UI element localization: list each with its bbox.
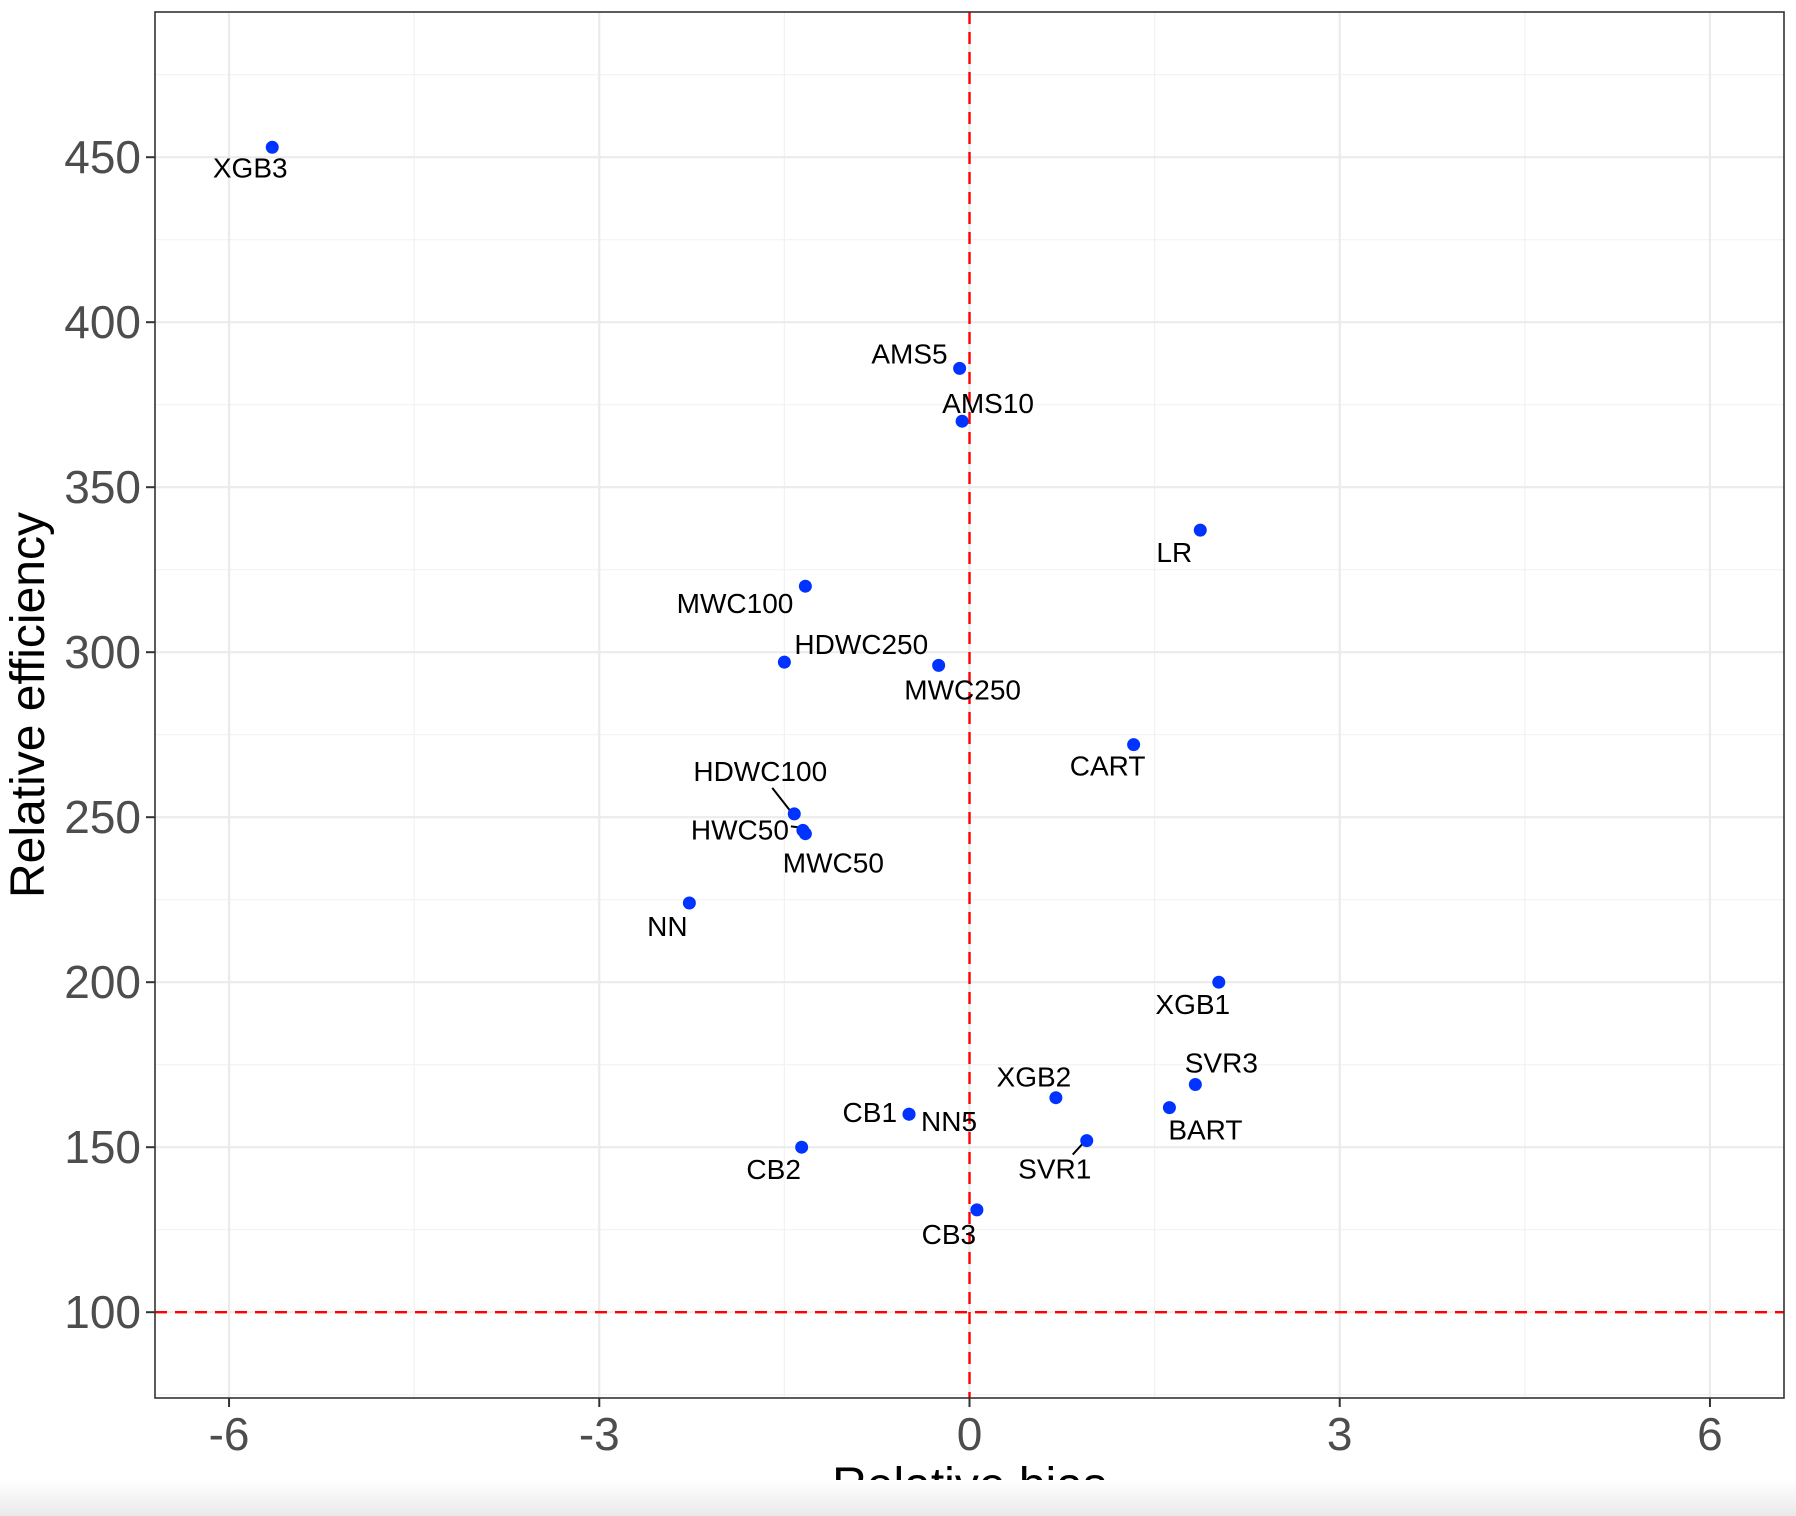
point-nn5 [902,1107,916,1121]
x-tick-label: 0 [957,1408,983,1460]
y-tick-label: 350 [64,461,141,513]
y-tick-label: 100 [64,1286,141,1338]
point-cb2 [795,1140,809,1154]
label-mwc50: MWC50 [783,848,884,879]
label-ams5: AMS5 [871,338,947,369]
y-tick-label: 150 [64,1121,141,1173]
point-svr3 [1188,1078,1202,1091]
y-axis-ticks: 100 150 200 250 300 350 400 450 [64,131,155,1338]
label-nn: NN [647,911,687,942]
label-mwc100: MWC100 [677,588,794,619]
label-nn5: NN5 [921,1106,977,1137]
point-hdwc250 [777,655,791,669]
label-cb1: CB1 [843,1097,897,1128]
x-tick-label: 6 [1697,1408,1723,1460]
x-tick-label: 3 [1327,1408,1353,1460]
x-tick-label: -3 [579,1408,620,1460]
label-bart: BART [1168,1115,1242,1146]
label-hdwc100: HDWC100 [693,756,827,787]
reference-lines [155,12,1784,1398]
x-tick-label: -6 [209,1408,250,1460]
label-svr3: SVR3 [1185,1048,1258,1079]
y-tick-label: 250 [64,791,141,843]
label-mwc250: MWC250 [904,674,1021,705]
point-hdwc100 [787,807,801,821]
point-lr [1193,523,1207,537]
label-ams10: AMS10 [942,388,1034,419]
label-cb3: CB3 [922,1219,976,1250]
label-hwc50: HWC50 [691,814,789,845]
y-tick-label: 300 [64,626,141,678]
label-xgb3: XGB3 [213,152,288,183]
leader-hdwc100 [771,787,792,812]
label-xgb2: XGB2 [997,1062,1072,1093]
point-bart [1162,1101,1176,1115]
y-tick-label: 400 [64,296,141,348]
point-xgb3 [265,140,279,154]
point-nn [682,896,696,910]
point-mwc100 [798,579,812,593]
point-ams10 [955,414,969,428]
point-mwc250 [932,658,946,672]
y-tick-label: 200 [64,956,141,1008]
point-ams5 [953,361,967,375]
label-svr1: SVR1 [1018,1154,1091,1185]
y-tick-label: 450 [64,131,141,183]
point-mwc50 [798,827,812,841]
label-cb2: CB2 [746,1154,800,1185]
label-hdwc250: HDWC250 [794,629,928,660]
label-xgb1: XGB1 [1155,989,1230,1020]
x-axis-ticks: -6 -3 0 3 6 [209,1398,1723,1460]
label-cart: CART [1070,751,1146,782]
point-cb3 [970,1203,984,1217]
point-xgb1 [1212,975,1226,989]
label-lr: LR [1156,537,1192,568]
data-points [265,140,1226,1217]
point-xgb2 [1049,1091,1063,1105]
y-axis-title: Relative efficiency [2,512,55,898]
point-svr1 [1080,1134,1094,1148]
leader-svr1 [1071,1142,1084,1156]
window-bottom-edge [0,1480,1796,1516]
point-cart [1127,738,1141,752]
